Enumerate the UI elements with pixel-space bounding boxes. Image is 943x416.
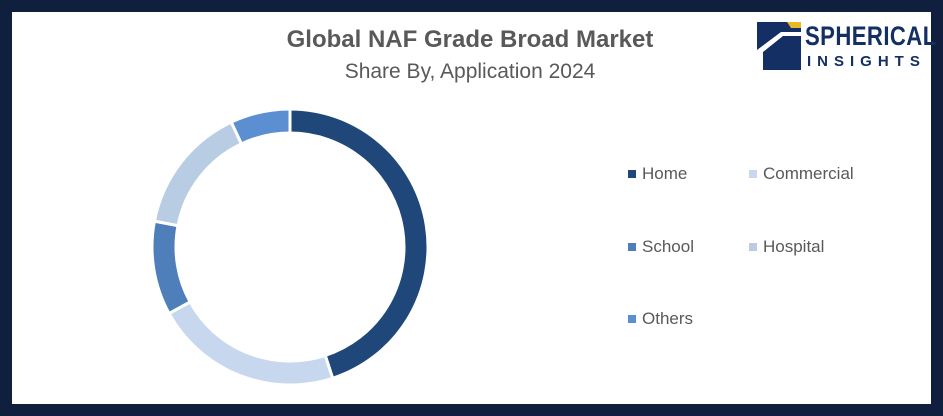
donut-slice-others	[229, 107, 292, 146]
legend-item-school: School	[628, 237, 694, 257]
donut-slice-hospital	[152, 120, 244, 228]
logo-text-spherical: SPHERICAL	[805, 21, 937, 51]
logo-mark-icon	[757, 22, 801, 70]
donut-slice-home	[288, 107, 430, 381]
legend-swatch-commercial	[749, 170, 757, 178]
legend-item-others: Others	[628, 309, 693, 329]
donut-slice-school	[150, 219, 193, 316]
donut-slice-commercial	[167, 299, 335, 387]
legend-label-hospital: Hospital	[763, 237, 825, 256]
chart-subtitle: Share By, Application 2024	[344, 60, 596, 83]
legend-swatch-home	[628, 170, 636, 178]
legend-item-home: Home	[628, 164, 687, 184]
legend-label-school: School	[642, 237, 694, 256]
donut-chart	[150, 107, 430, 387]
legend-swatch-hospital	[749, 243, 757, 251]
logo-text-insights: INSIGHTS	[807, 53, 926, 70]
legend-item-hospital: Hospital	[749, 237, 824, 257]
chart-title: Global NAF Grade Broad Market	[286, 26, 654, 53]
legend-swatch-others	[628, 315, 636, 323]
spherical-insights-logo: SPHERICAL INSIGHTS	[757, 21, 936, 72]
chart-legend: Home Commercial School Hospital Others	[628, 160, 918, 340]
legend-label-home: Home	[642, 164, 688, 183]
legend-swatch-school	[628, 243, 636, 251]
legend-label-others: Others	[642, 309, 694, 328]
legend-label-commercial: Commercial	[763, 164, 854, 183]
legend-item-commercial: Commercial	[749, 164, 854, 184]
